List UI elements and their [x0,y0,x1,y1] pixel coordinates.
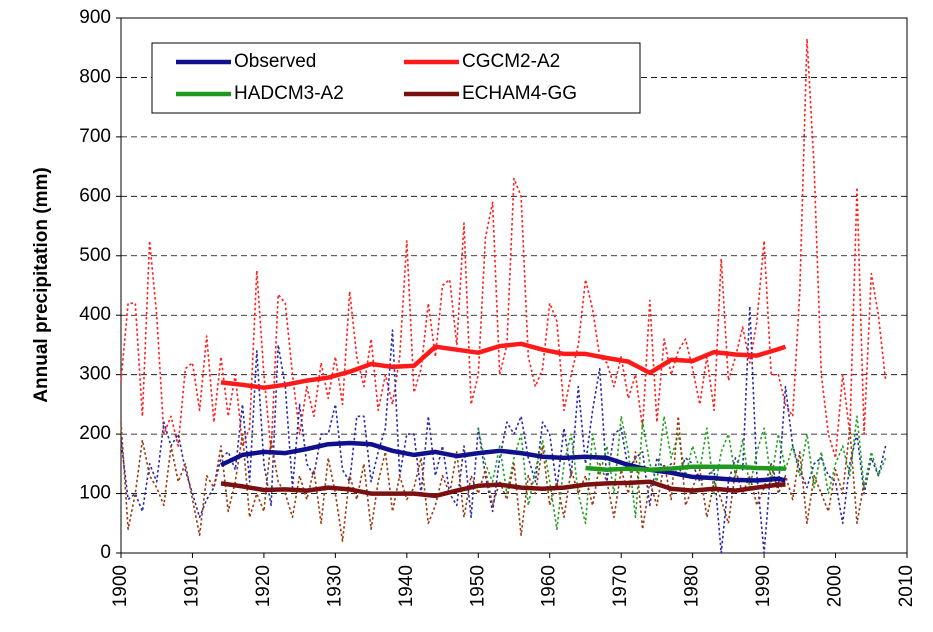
y-tick-label: 100 [79,483,111,504]
legend-label: CGCM2-A2 [462,51,560,72]
series-line [220,440,787,483]
y-tick-label: 600 [79,185,111,206]
y-tick-label: 500 [79,245,111,266]
y-tick-label: 700 [79,126,111,147]
annual-line [120,305,887,554]
series-line [220,479,786,499]
legend-box [151,42,641,114]
annual-line [120,415,865,542]
series-line [585,464,786,473]
x-tick-label: 1990 [753,565,774,607]
y-tick-label: 800 [79,66,111,87]
y-tick-label: 0 [100,542,111,563]
x-tick-label: 1900 [110,565,131,607]
legend-label: Observed [234,51,316,72]
y-tick-label: 400 [79,304,111,325]
x-tick-label: 1950 [467,565,488,607]
x-tick-label: 1920 [253,565,274,607]
y-tick-label: 200 [79,423,111,444]
legend-label: HADCM3-A2 [234,83,344,104]
series-line [220,341,787,390]
x-tick-label: 1910 [181,565,202,607]
annual-line [120,38,887,459]
x-tick-label: 1970 [610,565,631,607]
plot-frame [120,17,908,554]
x-tick-label: 2000 [825,565,846,607]
annual-line [477,415,887,530]
x-tick-label: 1940 [396,565,417,607]
y-tick-label: 900 [79,7,111,28]
y-axis-label: Annual precipitation (mm) [31,167,52,402]
x-tick-label: 1980 [682,565,703,607]
legend-label: ECHAM4-GG [462,83,577,104]
x-tick-label: 2010 [896,565,917,607]
x-tick-label: 1960 [539,565,560,607]
x-tick-label: 1930 [324,565,345,607]
y-tick-label: 300 [79,364,111,385]
